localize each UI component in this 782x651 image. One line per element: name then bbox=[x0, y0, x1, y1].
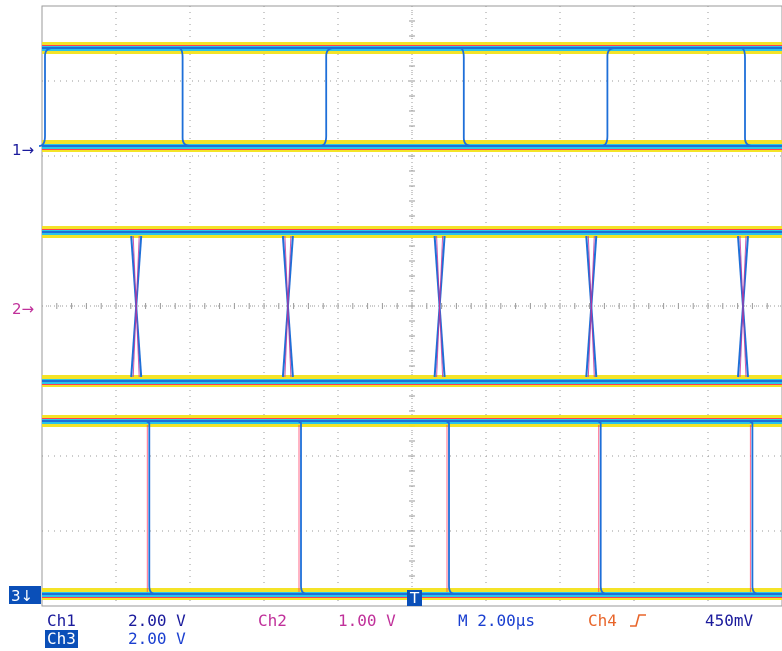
ch3-ground-marker-label: 3↓ bbox=[11, 587, 33, 605]
ch2-crossing bbox=[130, 235, 143, 378]
ch1-trace bbox=[42, 42, 782, 152]
trigger-level: 450mV bbox=[705, 611, 754, 630]
rising-edge-icon bbox=[628, 612, 648, 630]
ch2-crossing bbox=[737, 235, 749, 378]
rising-edge-icon-shape bbox=[630, 614, 646, 627]
graticule bbox=[41, 5, 782, 607]
ch3-scale: 2.00 V bbox=[128, 629, 186, 648]
ch2-crossing-line bbox=[436, 235, 444, 378]
ch2-label: Ch2 bbox=[258, 611, 287, 630]
timebase-readout: M 2.00µs bbox=[458, 611, 536, 630]
ch3-label: Ch3 bbox=[45, 629, 78, 648]
ch1-ground-marker: 1→ bbox=[12, 141, 34, 159]
trigger-position-marker: T bbox=[407, 589, 422, 607]
ch3-edge bbox=[597, 420, 607, 595]
ch3-edge bbox=[297, 420, 308, 595]
ch3-edge bbox=[748, 420, 759, 595]
ch1-label: Ch1 bbox=[47, 611, 76, 630]
ch3-ground-marker: 3↓ bbox=[9, 586, 41, 605]
ch2-crossing bbox=[433, 235, 446, 378]
trigger-source: Ch4 bbox=[588, 611, 617, 630]
ch2-crossing-line bbox=[587, 235, 595, 378]
ch1-edge bbox=[459, 47, 472, 147]
ch2-crossing bbox=[585, 235, 598, 378]
ch1-edge bbox=[740, 47, 754, 147]
ch3-edge bbox=[445, 420, 456, 595]
ch2-crossing-line bbox=[284, 235, 292, 378]
ch3-edge bbox=[145, 420, 156, 595]
ch1-edge bbox=[320, 47, 335, 147]
ch1-edge bbox=[601, 47, 616, 147]
ch2-crossing-line bbox=[132, 235, 140, 378]
trigger-position-label: T bbox=[409, 589, 420, 607]
ch2-crossing bbox=[281, 235, 294, 378]
ch1-edge bbox=[38, 47, 54, 147]
ch2-trace bbox=[42, 226, 782, 387]
ch1-edge bbox=[178, 47, 191, 147]
ch2-crossing-line bbox=[739, 235, 747, 378]
ch1-scale: 2.00 V bbox=[128, 611, 186, 630]
ch2-ground-marker: 2→ bbox=[12, 300, 34, 318]
ch2-scale: 1.00 V bbox=[338, 611, 396, 630]
